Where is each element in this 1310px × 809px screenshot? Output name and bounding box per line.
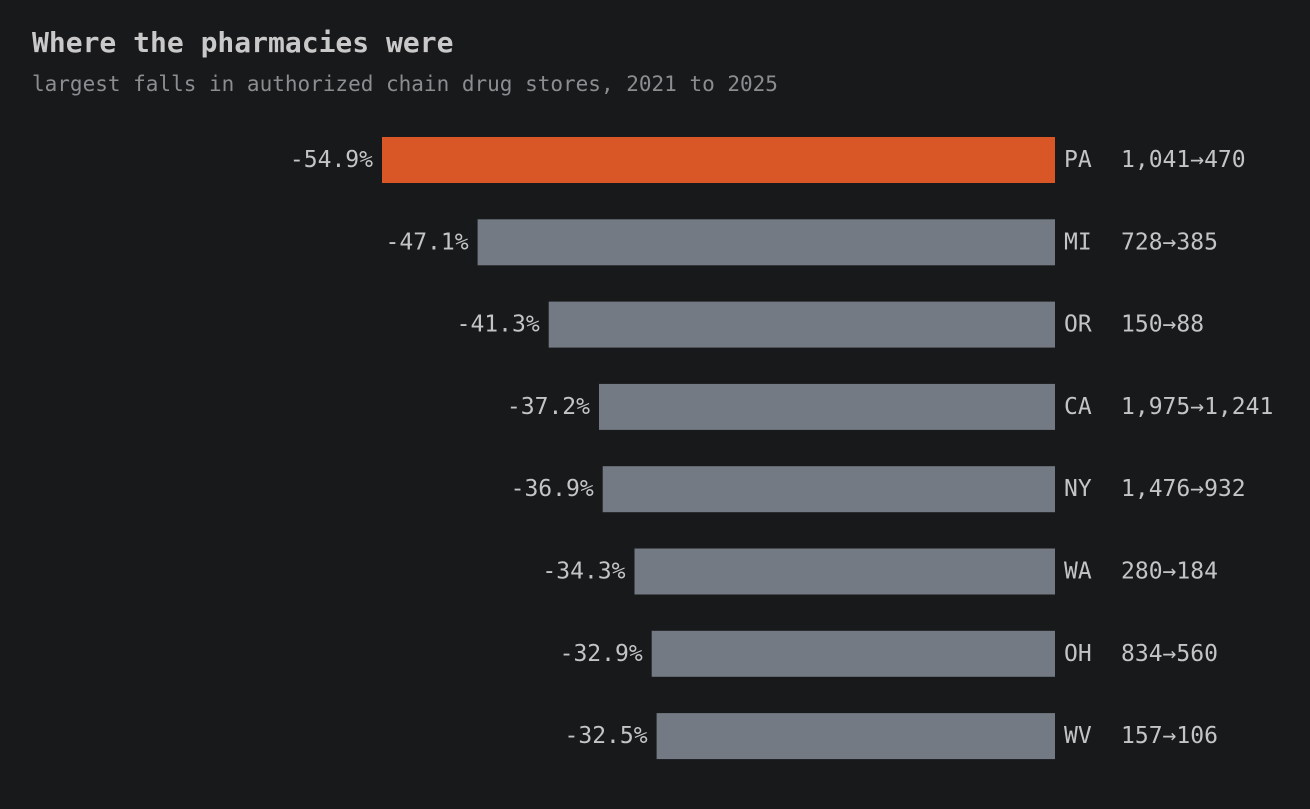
chart-subtitle: largest falls in authorized chain drug s… [32,72,778,96]
pct-label-mi: -47.1% [386,229,469,255]
state-label-oh: OH [1064,641,1092,667]
count-label-wv: 157→106 [1121,723,1218,749]
bar-pa [382,137,1055,183]
bar-ny [602,466,1055,513]
state-label-ny: NY [1064,476,1092,502]
bar-mi [477,219,1056,266]
pct-label-ca: -37.2% [507,394,590,420]
state-label-or: OR [1064,312,1092,338]
state-label-wv: WV [1064,723,1092,749]
count-label-pa: 1,041→470 [1121,147,1246,173]
pct-label-ny: -36.9% [511,476,594,502]
bar-ca [599,383,1055,430]
pct-label-or: -41.3% [457,312,540,338]
bar-wv [656,713,1055,760]
count-label-wa: 280→184 [1121,559,1218,585]
state-label-ca: CA [1064,394,1092,420]
state-label-mi: MI [1064,229,1092,255]
count-label-oh: 834→560 [1121,641,1218,667]
pct-label-pa: -54.9% [290,147,373,173]
pct-label-wa: -34.3% [542,559,625,585]
bar-wa [634,548,1055,595]
chart-title: Where the pharmacies were [32,26,454,59]
count-label-ca: 1,975→1,241 [1121,394,1273,420]
count-label-ny: 1,476→932 [1121,476,1246,502]
bar-oh [651,630,1055,677]
pct-label-wv: -32.5% [565,723,648,749]
pct-label-oh: -32.9% [560,641,643,667]
count-label-mi: 728→385 [1121,229,1218,255]
count-label-or: 150→88 [1121,312,1204,338]
bar-or [548,301,1055,348]
state-label-wa: WA [1064,559,1092,585]
state-label-pa: PA [1064,147,1092,173]
